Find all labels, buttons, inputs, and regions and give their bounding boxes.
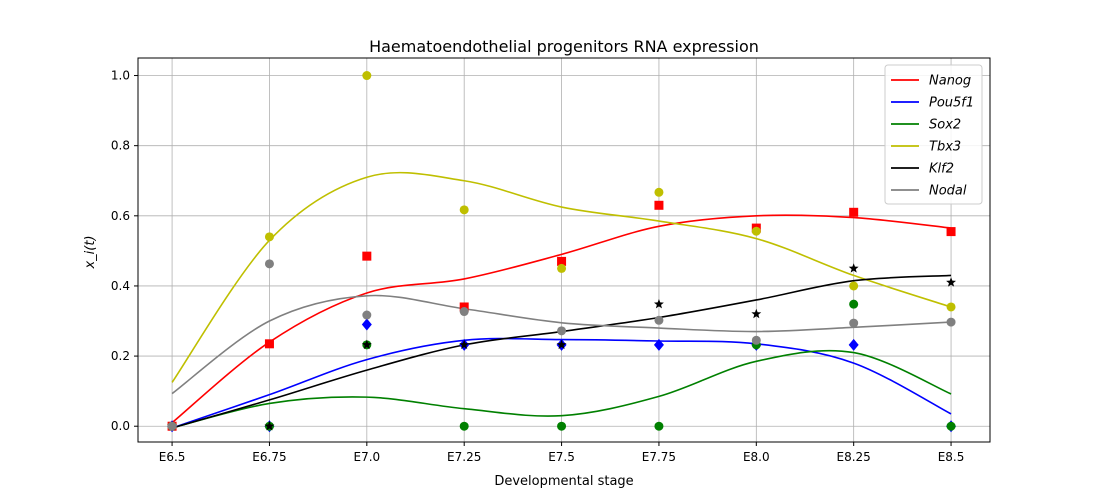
data-point-sox2 [654,421,664,431]
data-point-nodal [946,317,956,327]
legend-label-nanog: Nanog [929,74,971,89]
data-point-tbx3 [654,187,664,197]
legend: Nanog Pou5f1 Sox2 Tbx3 Klf2 Nodal [884,64,983,205]
legend-label-klf2: Klf2 [929,162,954,177]
y-tick-label: 1.0 [111,69,130,83]
data-point-tbx3 [264,232,274,242]
data-point-sox2 [459,421,469,431]
data-point-nanog [362,251,372,261]
data-point-klf2 [556,339,567,350]
data-point-klf2 [264,421,275,431]
x-tick-label: E8.0 [743,450,770,464]
data-point-pou5f1 [653,338,664,351]
data-point-sox2 [849,299,859,309]
legend-label-pou5f1: Pou5f1 [929,96,974,111]
y-tick-label: 0.0 [111,419,130,433]
series-curve-klf2 [171,274,952,429]
data-point-nodal [264,259,274,269]
series-points [167,71,957,433]
data-point-nanog [557,256,567,266]
data-point-nanog [946,227,956,237]
grid-lines [138,58,990,442]
legend-box [884,64,983,205]
x-tick-label: E7.75 [642,450,676,464]
data-point-nanog [459,302,469,312]
data-point-nodal [751,335,761,345]
data-point-klf2 [848,263,859,273]
x-tick-label: E8.5 [938,450,965,464]
data-point-sox2 [946,421,956,431]
data-point-tbx3 [557,263,567,273]
data-point-klf2 [459,339,470,350]
data-point-nodal [849,318,859,328]
plot-frame [137,57,991,443]
x-tick-label: E6.75 [252,450,286,464]
data-point-pou5f1 [361,318,372,331]
data-point-nodal [459,307,469,317]
x-tick-label: E7.25 [447,450,481,464]
data-point-nanog [849,207,859,217]
data-point-nodal [557,326,567,336]
data-point-klf2 [751,308,762,319]
data-point-tbx3 [751,226,761,236]
data-point-tbx3 [459,205,469,215]
y-axis-ticks: 0.0 0.2 0.4 0.6 0.8 1.0 [111,69,138,433]
y-axis-label: x_i(t) [83,235,98,269]
data-point-klf2 [653,298,664,309]
data-point-nodal [167,421,177,431]
data-point-nanog [654,200,664,210]
x-tick-label: E7.5 [548,450,575,464]
data-point-tbx3 [362,71,372,81]
y-tick-label: 0.8 [111,139,130,153]
y-tick-label: 0.2 [111,349,130,363]
y-tick-label: 0.6 [111,209,130,223]
data-point-tbx3 [849,281,859,291]
data-point-nodal [362,310,372,320]
data-point-nodal [654,315,664,325]
data-point-sox2 [557,421,567,431]
data-point-pou5f1 [848,338,859,351]
chart-title: Haematoendothelial progenitors RNA expre… [369,37,759,56]
series-curve-nodal [171,294,952,395]
x-tick-label: E8.25 [837,450,871,464]
data-point-nanog [264,339,274,349]
data-point-klf2 [946,277,956,287]
series-curve-tbx3 [171,171,952,383]
data-point-klf2 [361,339,372,350]
x-axis-label: Developmental stage [494,474,633,489]
y-tick-label: 0.4 [111,279,130,293]
legend-label-sox2: Sox2 [929,118,961,133]
x-tick-label: E6.5 [159,450,186,464]
series-curve-sox2 [171,349,952,429]
legend-label-nodal: Nodal [929,184,967,199]
x-axis-ticks: E6.5 E6.75 E7.0 E7.25 E7.5 E7.75 E8.0 E8.25 E8.5 [159,442,965,464]
legend-label-tbx3: Tbx3 [929,140,961,155]
x-tick-label: E7.0 [353,450,380,464]
data-point-tbx3 [946,302,956,312]
series-curve-nanog [171,214,952,424]
